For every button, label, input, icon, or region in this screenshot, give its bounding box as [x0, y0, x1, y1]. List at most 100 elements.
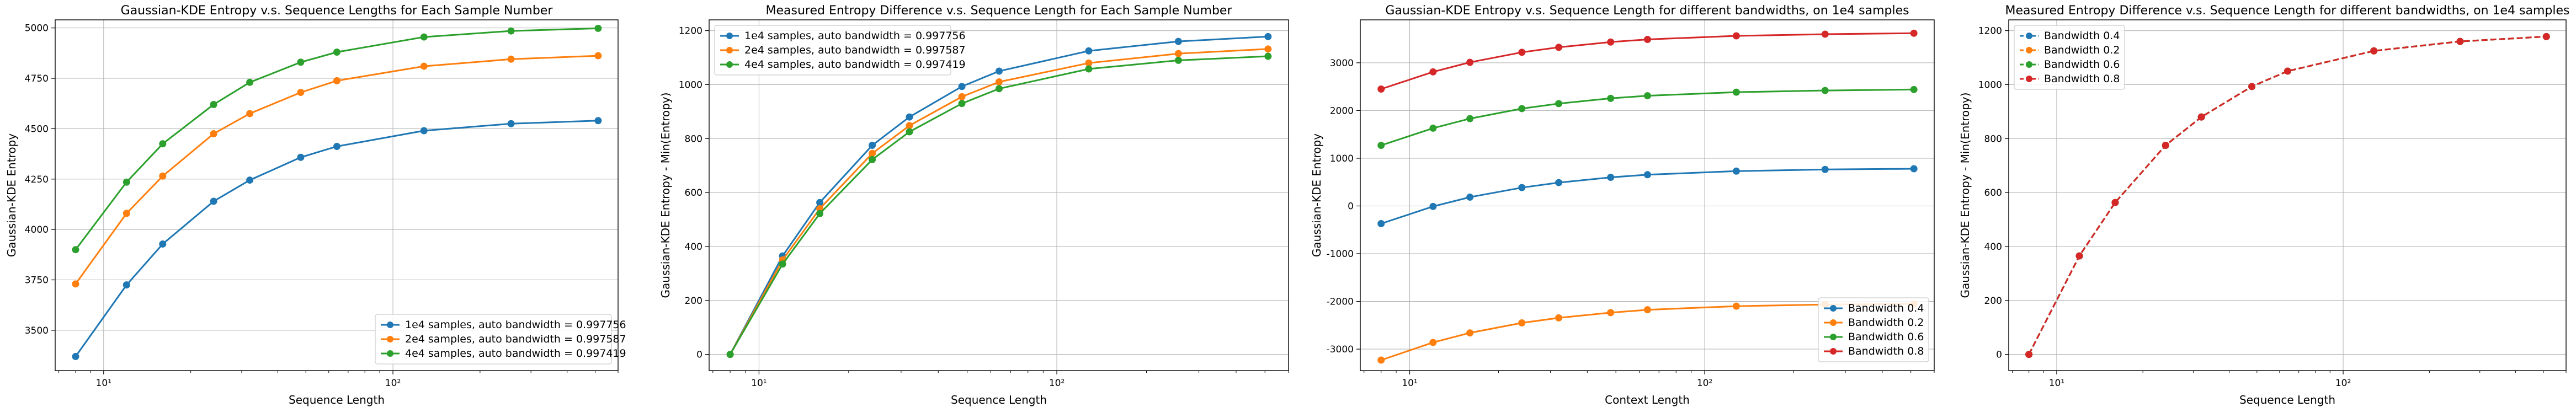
y-tick-label: 0	[1996, 350, 2002, 361]
data-point	[906, 128, 913, 136]
data-point	[594, 117, 602, 125]
series-line	[1381, 168, 1914, 224]
legend-marker	[2026, 33, 2032, 39]
data-point	[1607, 174, 1615, 181]
data-point	[779, 260, 786, 268]
data-point	[297, 58, 305, 66]
data-point	[906, 113, 913, 121]
y-tick-label: 400	[685, 242, 702, 253]
x-tick-label: 10¹	[751, 378, 767, 389]
data-point	[333, 143, 340, 151]
data-point	[1085, 59, 1093, 67]
series-line	[1381, 32, 1914, 90]
data-point	[1643, 306, 1651, 314]
legend-marker	[726, 33, 733, 39]
data-point	[72, 246, 79, 254]
y-tick-label: 3500	[25, 325, 49, 336]
y-tick-label: -3000	[1327, 344, 1354, 355]
legend-label: Bandwidth 0.6	[1848, 331, 1924, 343]
data-point	[1518, 319, 1526, 326]
y-tick-label: 3750	[25, 275, 49, 286]
y-tick-label: 800	[1984, 133, 2002, 144]
series-line	[74, 55, 598, 285]
data-point	[72, 352, 79, 360]
data-point	[1429, 124, 1437, 132]
x-tick-label: 10²	[2335, 378, 2351, 389]
data-point	[2284, 67, 2291, 75]
data-point	[1555, 44, 1563, 51]
series-line	[729, 55, 1268, 355]
data-point	[507, 120, 515, 127]
legend-marker	[1830, 334, 1837, 340]
series-line	[729, 48, 1268, 355]
chart-title: Measured Entropy Difference v.s. Sequenc…	[2005, 4, 2570, 18]
data-point	[1174, 50, 1182, 57]
legend-marker	[387, 322, 393, 328]
data-point	[159, 172, 167, 180]
x-tick-label: 10¹	[1402, 378, 1417, 389]
data-point	[159, 240, 167, 248]
legend-marker	[726, 61, 733, 68]
x-axis-label: Sequence Length	[289, 393, 385, 406]
legend-label: Bandwidth 0.6	[2044, 58, 2120, 71]
y-axis-label: Gaussian-KDE Entropy	[5, 133, 18, 257]
y-tick-label: 1200	[1978, 26, 2002, 37]
x-tick-label: 10²	[1049, 378, 1065, 389]
data-point	[2075, 252, 2083, 260]
legend-box	[714, 25, 951, 76]
data-point	[1518, 184, 1526, 191]
legend-label: 1e4 samples, auto bandwidth = 0.997756	[744, 30, 966, 42]
data-point	[995, 67, 1003, 75]
y-tick-label: 4000	[25, 224, 49, 235]
data-point	[123, 281, 130, 289]
data-point	[1732, 167, 1740, 175]
y-axis-label: Gaussian-KDE Entropy - Min(Entropy)	[659, 93, 672, 298]
data-point	[995, 78, 1003, 86]
data-point	[420, 33, 428, 41]
legend-marker	[2026, 47, 2032, 53]
series-line	[74, 27, 598, 250]
x-axis-label: Sequence Length	[2239, 393, 2335, 406]
legend-marker	[2026, 76, 2032, 82]
legend-marker	[726, 47, 733, 53]
data-point	[1264, 52, 1272, 60]
data-point	[1643, 92, 1651, 100]
legend-label: 4e4 samples, auto bandwidth = 0.997419	[744, 58, 966, 71]
data-point	[210, 197, 217, 205]
chart-panel-2: 10¹ 10² 0 200 400 600 800 1000 1200 Measured Entr…	[659, 4, 1289, 406]
y-tick-label: 4750	[25, 73, 49, 84]
data-point	[1732, 88, 1740, 96]
data-point	[1910, 165, 1918, 173]
x-axis-label: Context Length	[1605, 393, 1690, 406]
data-point	[1607, 309, 1615, 317]
data-point	[123, 178, 130, 186]
x-axis-label: Sequence Length	[951, 393, 1047, 406]
data-point	[420, 127, 428, 135]
legend: Bandwidth 0.4 Bandwidth 0.2 Bandwidth 0.6 B…	[2014, 25, 2125, 90]
chart-panel-3: 10¹ 10² -3000 -2000 -1000 0 1000 2000 3000 Gaussi…	[1310, 4, 1935, 406]
data-point	[1466, 193, 1474, 201]
data-point	[297, 89, 305, 97]
legend-marker	[1830, 305, 1837, 312]
data-point	[246, 176, 254, 184]
data-point	[1910, 29, 1918, 37]
legend-box	[375, 314, 612, 365]
plot-frame	[55, 19, 619, 371]
legend-label: Bandwidth 0.8	[2044, 73, 2120, 85]
legend: 1e4 samples, auto bandwidth = 0.997756 2e…	[714, 25, 966, 76]
data-point	[1377, 356, 1385, 364]
data-point	[726, 351, 734, 358]
data-point	[1732, 302, 1740, 310]
y-tick-label: 400	[1984, 242, 2002, 253]
x-tick-label: 10²	[1697, 378, 1712, 389]
data-point	[958, 83, 966, 90]
y-axis-label: Gaussian-KDE Entropy	[1310, 133, 1323, 257]
data-point	[958, 100, 966, 108]
data-point	[1821, 87, 1829, 94]
data-point	[1429, 68, 1437, 76]
data-point	[1429, 339, 1437, 346]
y-tick-label: 1200	[679, 26, 702, 37]
data-point	[1555, 100, 1563, 108]
